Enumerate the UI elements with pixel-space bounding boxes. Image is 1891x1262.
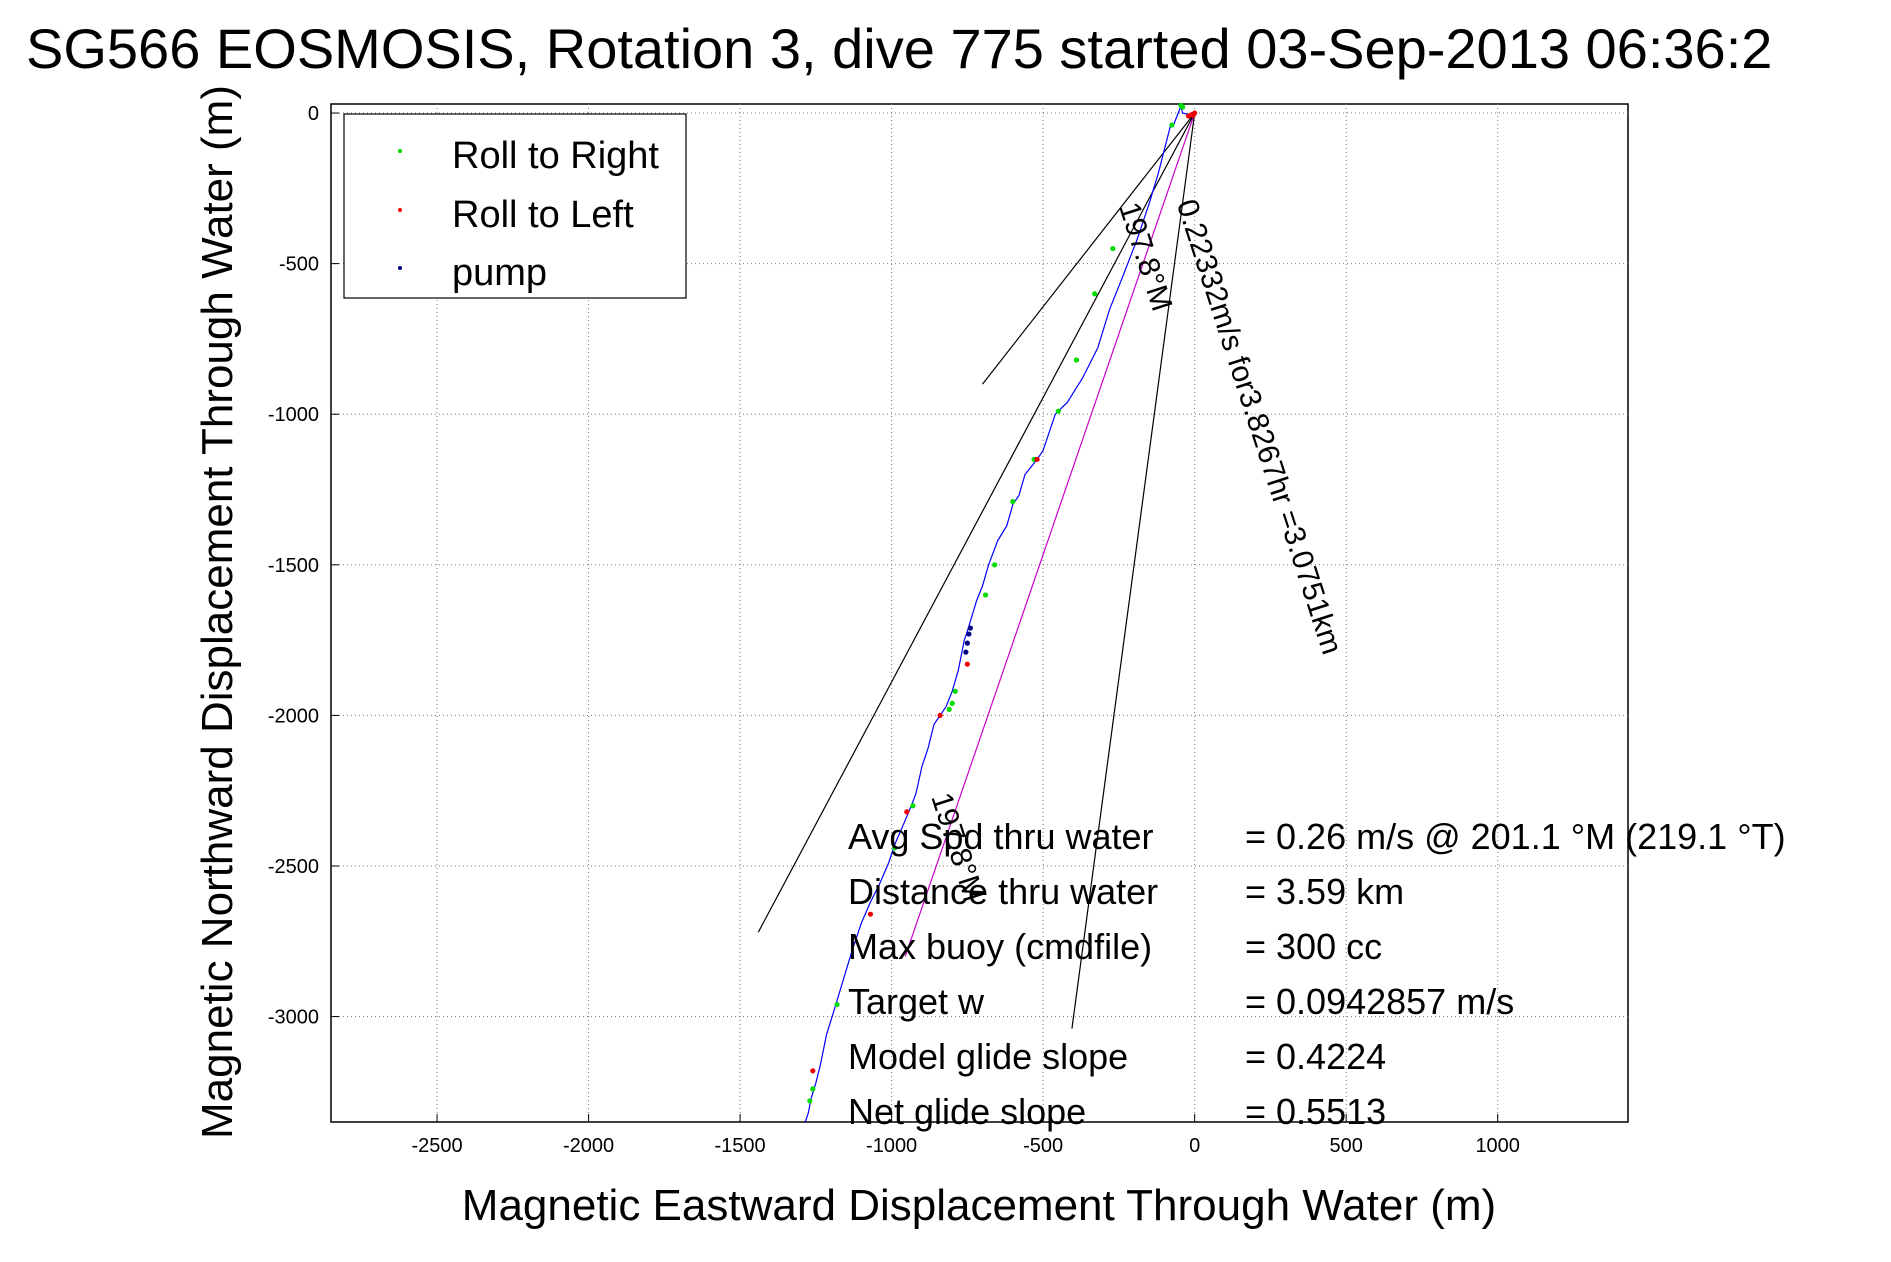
x-axis-ticks: -2500 -2000 -1500 -1000 -500 0 500 1000 bbox=[411, 1114, 1520, 1157]
pump-marker bbox=[966, 631, 972, 637]
stat-value-max-buoy: = 300 cc bbox=[1245, 926, 1382, 967]
roll-left-marker bbox=[904, 809, 910, 815]
track-series bbox=[804, 103, 1195, 1123]
stat-label-target-w: Target w bbox=[848, 981, 985, 1022]
stat-label-avg-speed: Avg Spd thru water bbox=[848, 816, 1154, 857]
y-axis-label: Magnetic Northward Displacement Through … bbox=[193, 85, 242, 1139]
roll-right-marker bbox=[1169, 122, 1175, 128]
y-tick-label: -1500 bbox=[268, 555, 319, 577]
y-tick-label: -500 bbox=[279, 254, 319, 276]
chart-title: SG566 EOSMOSIS, Rotation 3, dive 775 sta… bbox=[26, 17, 1772, 80]
roll-left-marker bbox=[937, 712, 943, 719]
roll-right-marker bbox=[1092, 291, 1098, 297]
roll-left-marker bbox=[1185, 113, 1192, 119]
reference-line bbox=[757, 112, 1196, 933]
roll-left-marker bbox=[964, 661, 970, 667]
grid-lines bbox=[331, 104, 1628, 1122]
roll-right-marker bbox=[834, 1001, 840, 1008]
pump-marker bbox=[963, 649, 969, 655]
roll-markers bbox=[807, 102, 1198, 1104]
roll-right-marker bbox=[949, 700, 955, 706]
legend-label-roll-right: Roll to Right bbox=[452, 135, 659, 177]
x-tick-label: -1000 bbox=[866, 1135, 917, 1157]
legend-label-roll-left: Roll to Left bbox=[452, 194, 634, 236]
stats-block: Avg Spd thru water = 0.26 m/s @ 201.1 °M… bbox=[848, 816, 1786, 1132]
roll-right-marker bbox=[952, 688, 958, 694]
reference-line bbox=[982, 112, 1196, 385]
legend: Roll to Right Roll to Left pump bbox=[343, 113, 687, 299]
stat-label-max-buoy: Max buoy (cmdfile) bbox=[848, 926, 1152, 967]
roll-right-marker bbox=[946, 706, 952, 712]
stat-value-net-glide: = 0.5513 bbox=[1245, 1091, 1386, 1132]
roll-left-marker bbox=[1190, 112, 1196, 119]
roll-left-marker bbox=[867, 911, 874, 917]
track-line bbox=[804, 103, 1195, 1123]
x-tick-label: -2000 bbox=[563, 1135, 614, 1157]
roll-right-marker bbox=[810, 1086, 816, 1092]
legend-marker-pump bbox=[398, 266, 402, 270]
legend-label-pump: pump bbox=[452, 252, 547, 294]
stat-value-target-w: = 0.0942857 m/s bbox=[1245, 981, 1514, 1022]
roll-left-marker bbox=[1034, 456, 1040, 462]
roll-right-marker bbox=[892, 845, 898, 851]
stat-value-avg-speed: = 0.26 m/s @ 201.1 °M (219.1 °T) bbox=[1245, 816, 1786, 857]
roll-right-marker bbox=[910, 803, 916, 809]
roll-right-marker bbox=[1178, 102, 1184, 109]
stat-label-net-glide: Net glide slope bbox=[848, 1091, 1086, 1132]
x-tick-label: -2500 bbox=[411, 1135, 462, 1157]
roll-right-marker bbox=[992, 562, 998, 568]
roll-right-marker bbox=[1055, 408, 1061, 414]
roll-right-marker bbox=[1073, 357, 1080, 363]
x-tick-label: 1000 bbox=[1475, 1135, 1520, 1157]
x-tick-label: 0 bbox=[1189, 1135, 1200, 1157]
pump-marker bbox=[964, 640, 970, 646]
stat-value-distance: = 3.59 km bbox=[1245, 871, 1404, 912]
reference-line bbox=[904, 112, 1196, 957]
legend-marker-roll-left bbox=[398, 208, 402, 212]
roll-left-marker bbox=[810, 1068, 816, 1074]
stat-value-model-glide: = 0.4224 bbox=[1245, 1036, 1386, 1077]
y-tick-label: 0 bbox=[308, 103, 319, 125]
x-tick-label: -500 bbox=[1023, 1135, 1063, 1157]
reference-line bbox=[1071, 112, 1196, 1029]
stat-label-distance: Distance thru water bbox=[848, 871, 1158, 912]
x-tick-label: 500 bbox=[1329, 1135, 1362, 1157]
legend-marker-roll-right bbox=[398, 149, 402, 153]
y-tick-label: -3000 bbox=[268, 1007, 319, 1029]
y-tick-label: -1000 bbox=[268, 404, 319, 426]
reference-lines bbox=[757, 112, 1196, 1029]
y-tick-label: -2000 bbox=[268, 705, 319, 727]
roll-right-marker bbox=[1010, 498, 1016, 505]
x-axis-label: Magnetic Eastward Displacement Through W… bbox=[462, 1181, 1496, 1230]
pump-marker bbox=[967, 625, 974, 631]
roll-right-marker bbox=[982, 592, 989, 598]
y-axis-ticks: 0 -500 -1000 -1500 -2000 -2500 -3000 bbox=[268, 103, 339, 1029]
x-tick-label: -1500 bbox=[715, 1135, 766, 1157]
roll-right-marker bbox=[1110, 245, 1116, 252]
roll-right-marker bbox=[807, 1098, 813, 1104]
stat-label-model-glide: Model glide slope bbox=[848, 1036, 1128, 1077]
y-tick-label: -2500 bbox=[268, 856, 319, 878]
